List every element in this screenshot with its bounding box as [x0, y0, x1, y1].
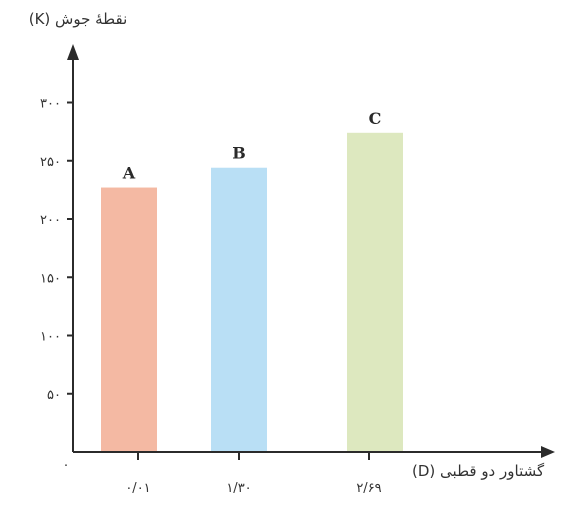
- x-tick-label: ۰/۰۱: [125, 481, 150, 496]
- bar-b: [211, 167, 267, 453]
- x-axis-title: گشتاور دو قطبی (D): [412, 462, 545, 480]
- y-tick-label: ۵۰: [47, 388, 61, 403]
- y-tick-label: ۲۰۰: [40, 213, 61, 228]
- x-ticks: ۰/۰۱ ۱/۳۰ ۲/۶۹: [125, 452, 382, 496]
- x-tick-label: ۱/۳۰: [226, 481, 251, 496]
- y-ticks: ۵۰ ۱۰۰ ۱۵۰ ۲۰۰ ۲۵۰ ۳۰۰: [40, 97, 73, 403]
- y-axis-arrow: [67, 44, 79, 60]
- bar-label-b: B: [232, 144, 246, 163]
- bar-c: [347, 132, 403, 453]
- x-tick-label: ۲/۶۹: [356, 481, 381, 496]
- y-tick-label: ۱۵۰: [40, 271, 61, 286]
- x-axis-arrow: [541, 446, 555, 458]
- axes: [67, 44, 555, 458]
- bar-label-a: A: [122, 164, 136, 183]
- origin-label: ۰: [63, 458, 70, 473]
- bars: A B C: [101, 109, 403, 453]
- y-tick-label: ۱۰۰: [40, 330, 61, 345]
- bar-a: [101, 187, 157, 453]
- y-tick-label: ۳۰۰: [40, 97, 61, 112]
- bar-label-c: C: [369, 109, 382, 128]
- y-axis-title: نقطهٔ جوش (K): [29, 10, 128, 28]
- y-tick-label: ۲۵۰: [40, 155, 61, 170]
